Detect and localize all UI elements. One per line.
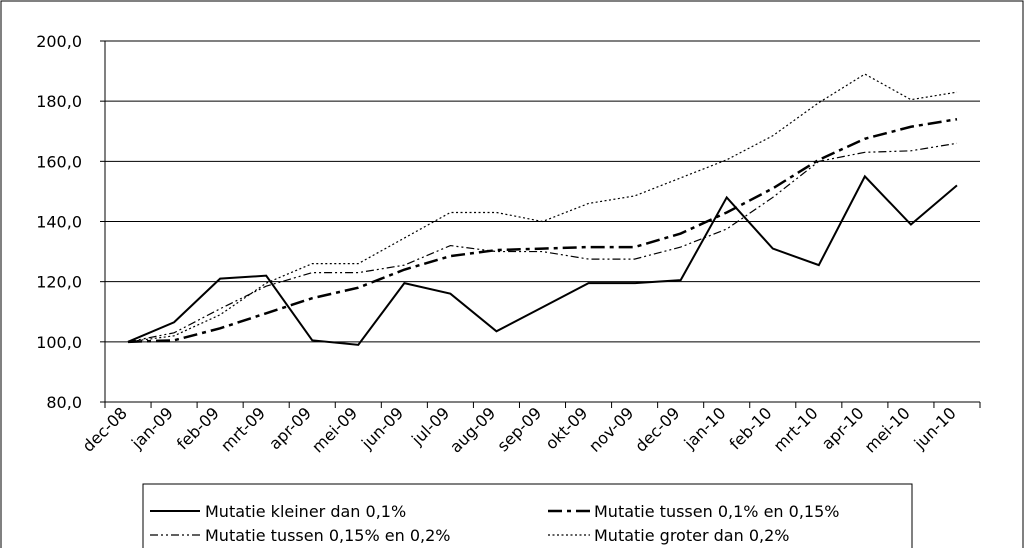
series-line bbox=[127, 73, 958, 343]
legend-box bbox=[142, 483, 913, 548]
y-tick-label: 200,0 bbox=[36, 32, 82, 51]
y-tick-label: 160,0 bbox=[36, 152, 82, 171]
y-tick-label: 80,0 bbox=[46, 393, 82, 412]
series-line bbox=[127, 142, 958, 343]
legend-label: Mutatie tussen 0,15% en 0,2% bbox=[205, 526, 450, 545]
y-tick-label: 120,0 bbox=[36, 273, 82, 292]
y-tick-label: 180,0 bbox=[36, 92, 82, 111]
legend-label: Mutatie groter dan 0,2% bbox=[594, 526, 789, 545]
series-line bbox=[127, 174, 958, 346]
legend-label: Mutatie kleiner dan 0,1% bbox=[205, 502, 406, 521]
legend-label: Mutatie tussen 0,1% en 0,15% bbox=[594, 502, 839, 521]
y-tick-label: 140,0 bbox=[36, 213, 82, 232]
y-tick-label: 100,0 bbox=[36, 333, 82, 352]
series-line bbox=[127, 117, 958, 344]
